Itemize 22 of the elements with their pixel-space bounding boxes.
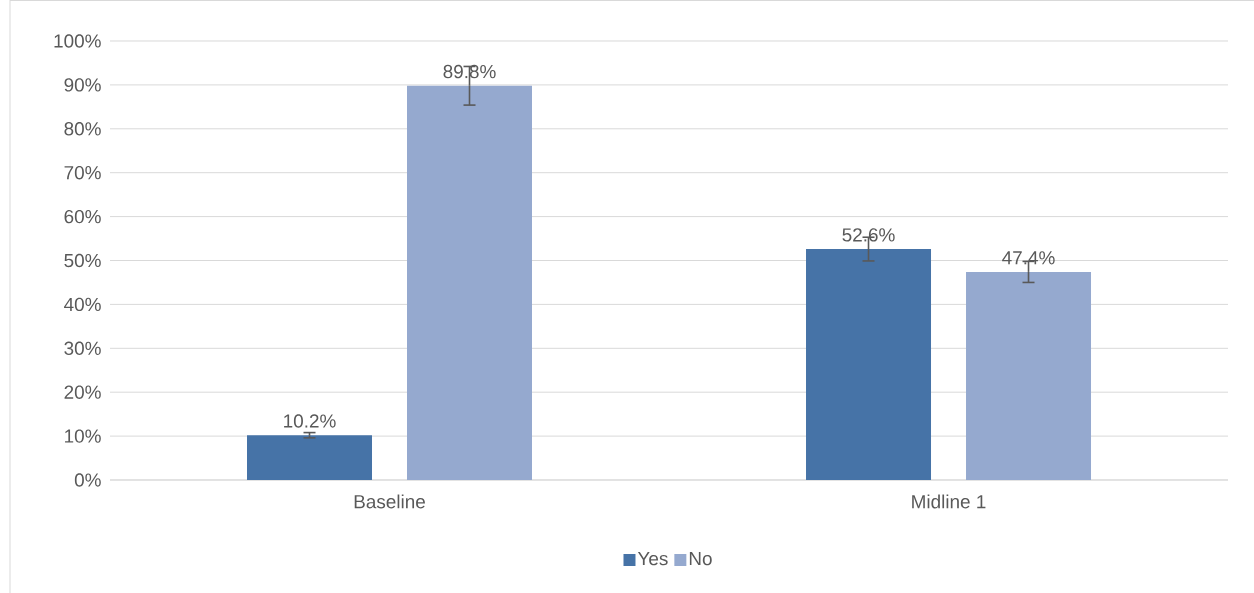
y-tick-label: 90% [64, 78, 101, 92]
y-tick-label: 100% [54, 34, 101, 48]
y-tick-label: 50% [64, 253, 101, 268]
y-tick-label: 20% [64, 385, 101, 399]
x-tick-label: Midline 1 [912, 494, 986, 509]
legend-label: No [689, 552, 712, 566]
x-tick-label: Baseline [354, 494, 425, 509]
y-tick-label: 10% [65, 429, 101, 443]
bar [407, 85, 532, 480]
y-tick-label: 60% [64, 209, 101, 224]
bar [806, 249, 932, 480]
data-label: 47.4% [1002, 251, 1055, 265]
data-label: 52.6% [842, 228, 895, 242]
y-tick-label: 70% [64, 165, 101, 180]
y-tick-label: 40% [64, 297, 101, 312]
y-tick-label: 80% [64, 122, 101, 136]
y-tick-label: 30% [64, 341, 101, 355]
legend-label: Yes [637, 552, 668, 566]
bar [247, 435, 372, 480]
y-tick-label: 0% [74, 473, 101, 487]
bar [966, 271, 1092, 480]
data-label: 10.2% [284, 414, 336, 428]
